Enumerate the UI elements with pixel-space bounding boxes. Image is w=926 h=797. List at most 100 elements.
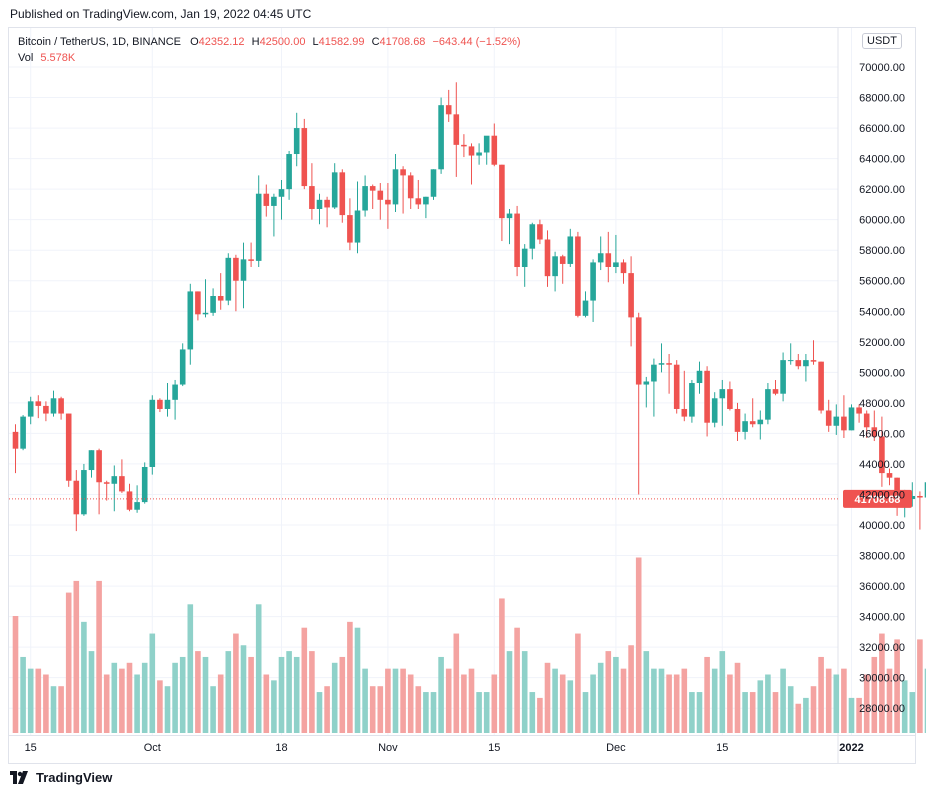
candle-body xyxy=(430,169,437,197)
candle-body xyxy=(772,389,779,394)
currency-button[interactable]: USDT xyxy=(862,33,902,49)
candle xyxy=(96,448,102,515)
candle-body xyxy=(210,296,216,313)
volume-bar xyxy=(347,621,353,733)
candle-body xyxy=(529,224,536,249)
candle-body xyxy=(324,199,330,208)
candle-body xyxy=(917,495,923,498)
candle xyxy=(544,230,551,287)
volume-bar xyxy=(818,656,824,733)
candle xyxy=(134,485,140,513)
volume-bar xyxy=(886,668,893,733)
candle-body xyxy=(65,413,72,481)
candle-body xyxy=(339,172,346,216)
grid-lines xyxy=(9,28,852,735)
last-price-label: 41708.68 xyxy=(855,494,901,506)
candle-body xyxy=(468,146,475,156)
volume-bar xyxy=(848,697,855,733)
price-tick-label: 58000.00 xyxy=(859,245,905,257)
volume-bar xyxy=(567,680,574,733)
price-tick-label: 46000.00 xyxy=(859,428,905,440)
candle xyxy=(286,150,292,200)
candle xyxy=(415,179,422,209)
candle-body xyxy=(271,196,277,206)
candle-body xyxy=(727,389,733,409)
candle-body xyxy=(544,239,551,277)
candle xyxy=(453,82,460,177)
candle-body xyxy=(172,384,178,400)
volume-bar xyxy=(27,668,34,733)
candle-body xyxy=(453,114,460,145)
candle xyxy=(514,205,520,277)
candle xyxy=(385,183,391,229)
candle-body xyxy=(309,186,315,209)
tradingview-logo[interactable]: TradingView xyxy=(10,770,112,785)
price-tick-label: 62000.00 xyxy=(859,184,905,196)
candle-body xyxy=(157,399,163,409)
candle xyxy=(369,184,376,209)
volume-bar xyxy=(795,703,802,733)
candle xyxy=(187,283,194,365)
candle-body xyxy=(833,416,840,426)
candle xyxy=(780,352,786,402)
candle xyxy=(149,395,156,475)
candle xyxy=(240,242,247,309)
volume-bar xyxy=(803,697,809,733)
time-tick-label: Oct xyxy=(144,742,161,754)
price-tick-label: 38000.00 xyxy=(859,551,905,563)
volume-bar xyxy=(233,633,239,733)
candle xyxy=(734,402,741,442)
legend-symbol: Bitcoin / TetherUS, 1D, BINANCE xyxy=(18,36,182,48)
candle xyxy=(210,288,216,316)
volume-bar xyxy=(339,656,346,733)
volume-bar xyxy=(217,674,224,733)
candle-body xyxy=(248,259,254,261)
candle xyxy=(233,254,239,312)
volume-bar xyxy=(909,692,916,733)
volume-bar xyxy=(385,668,391,733)
candle xyxy=(119,459,125,493)
candle xyxy=(833,404,840,435)
candle-body xyxy=(385,199,391,205)
candle-body xyxy=(377,190,384,200)
candle-body xyxy=(50,398,57,414)
candle xyxy=(461,134,467,158)
volume-bar xyxy=(293,656,300,733)
candle-body xyxy=(658,363,665,365)
candle-body xyxy=(316,199,323,209)
candle-body xyxy=(369,186,376,191)
volume-bar xyxy=(263,674,270,733)
candle-body xyxy=(202,312,209,315)
volume-bar xyxy=(415,686,422,733)
volume-bar xyxy=(278,656,285,733)
candle xyxy=(43,401,49,422)
volume-bar xyxy=(613,656,619,733)
candle-body xyxy=(704,370,710,423)
candle-body xyxy=(263,193,270,206)
candle-body xyxy=(461,144,467,147)
volume-bar xyxy=(787,686,794,733)
candle-body xyxy=(278,189,285,197)
candle-body xyxy=(179,349,186,385)
candle xyxy=(727,381,733,411)
legend-close-value: 41708.68 xyxy=(379,36,426,48)
candle-body xyxy=(575,236,581,316)
volume-bar xyxy=(719,651,726,733)
candle-body xyxy=(696,370,703,384)
candle-body xyxy=(225,257,232,301)
candle xyxy=(157,398,163,413)
volume-bar xyxy=(879,633,885,733)
last-price-tag-bg xyxy=(843,489,912,508)
volume-bar xyxy=(605,651,612,733)
candle-body xyxy=(58,398,64,414)
candle xyxy=(362,175,368,217)
candle xyxy=(141,462,148,504)
legend-change: −643.44 (−1.52%) xyxy=(432,36,521,48)
volume-bar xyxy=(666,674,672,733)
candle xyxy=(529,222,536,260)
candle xyxy=(88,450,95,478)
candle-body xyxy=(483,135,490,153)
time-tick-label: 15 xyxy=(488,742,500,754)
candle xyxy=(537,219,543,245)
